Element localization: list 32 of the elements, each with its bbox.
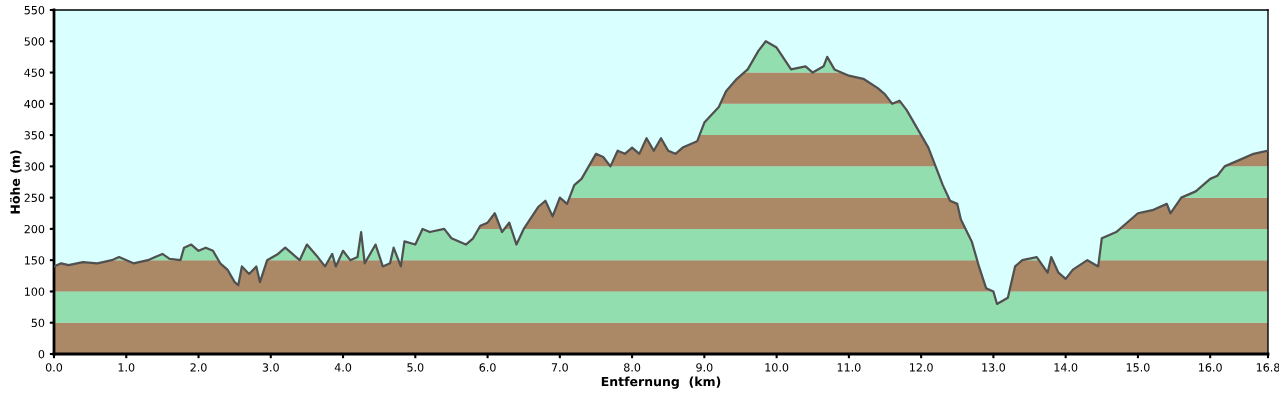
- x-tick-label: 2.0: [190, 363, 207, 372]
- y-tick-label: 0: [38, 349, 45, 359]
- x-tick-label: 11.0: [837, 363, 861, 372]
- x-tick-label: 16.8: [1256, 363, 1279, 372]
- x-tick-label: 16.0: [1199, 363, 1222, 372]
- x-tick-label: 7.0: [551, 363, 568, 372]
- x-tick-label: 14.0: [1054, 363, 1078, 372]
- x-tick-label: 12.0: [909, 363, 933, 372]
- y-tick-label: 50: [31, 318, 45, 328]
- y-tick-label: 100: [24, 287, 45, 296]
- x-tick-label: 3.0: [262, 363, 279, 372]
- x-tick-label: 8.0: [624, 363, 641, 372]
- x-tick-label: 9.0: [696, 363, 713, 372]
- y-tick-label: 550: [24, 5, 45, 15]
- x-axis-title: Entfernung (km): [601, 376, 721, 389]
- y-tick-label: 350: [24, 131, 45, 140]
- x-tick-label: 6.0: [479, 363, 496, 372]
- x-tick-label: 0.0: [45, 363, 63, 372]
- y-tick-label: 400: [24, 99, 45, 109]
- x-tick-label: 10.0: [765, 363, 789, 372]
- y-tick-label: 450: [24, 68, 45, 77]
- y-tick-label: 200: [24, 224, 45, 234]
- x-tick-label: 13.0: [982, 363, 1006, 372]
- y-tick-label: 250: [24, 193, 45, 203]
- x-tick-label: 1.0: [118, 363, 135, 372]
- x-tick-label: 4.0: [334, 363, 352, 372]
- y-axis-title: Höhe (m): [10, 150, 22, 214]
- y-tick-label: 300: [24, 162, 45, 171]
- x-tick-label: 5.0: [407, 363, 424, 372]
- x-tick-label: 15.0: [1126, 363, 1150, 372]
- y-tick-label: 150: [24, 256, 45, 265]
- y-tick-label: 500: [24, 37, 45, 46]
